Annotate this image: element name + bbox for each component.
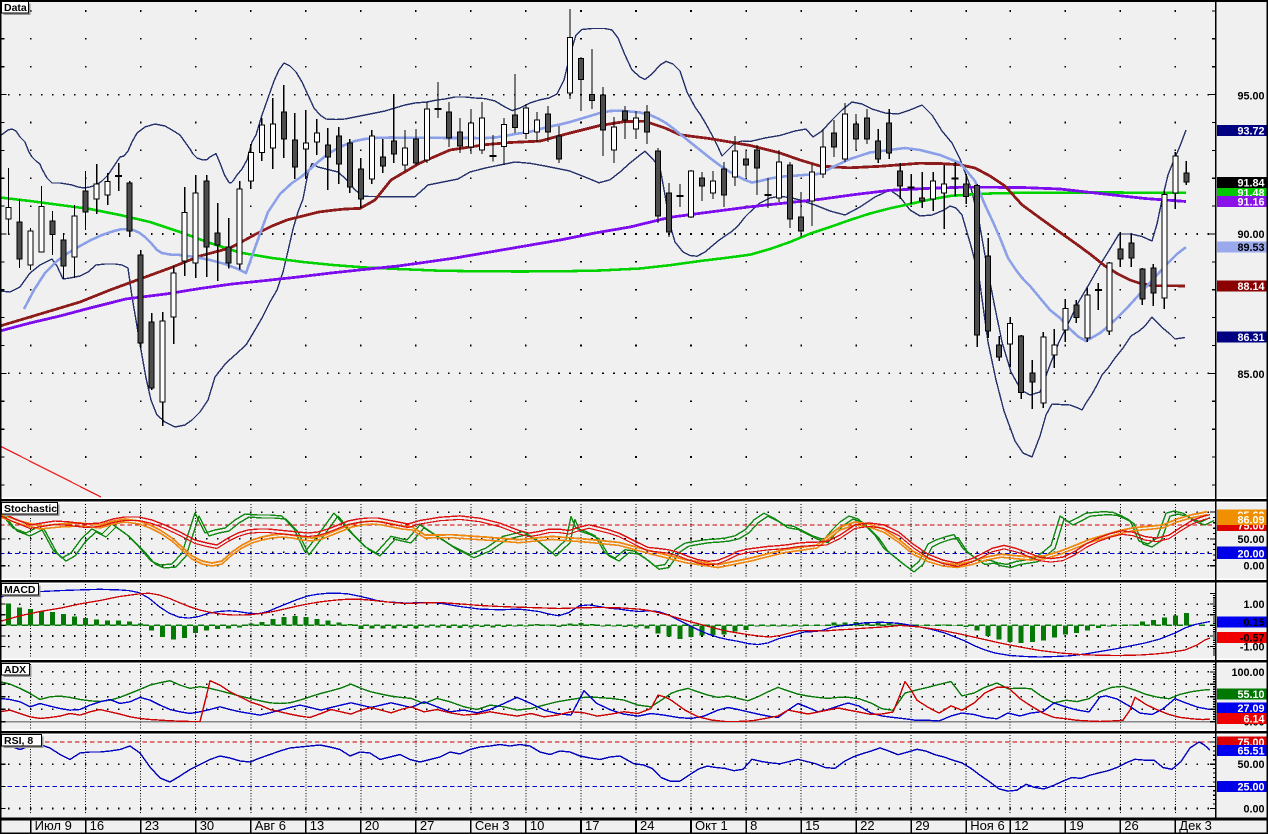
svg-text:RSI, 8: RSI, 8 [4, 735, 33, 747]
svg-text:-1.00: -1.00 [1240, 642, 1265, 654]
svg-text:Stochastic: Stochastic [4, 503, 57, 515]
svg-text:13: 13 [310, 818, 324, 833]
svg-text:17: 17 [585, 818, 599, 833]
svg-text:12: 12 [1014, 818, 1028, 833]
svg-text:ADX: ADX [4, 664, 26, 676]
svg-text:30: 30 [200, 818, 214, 833]
svg-text:50.00: 50.00 [1237, 534, 1264, 546]
svg-text:Ноя 6: Ноя 6 [970, 818, 1005, 833]
svg-text:1.00: 1.00 [1243, 599, 1264, 611]
svg-text:24: 24 [640, 818, 654, 833]
svg-text:91.84: 91.84 [1237, 178, 1264, 190]
svg-text:27: 27 [420, 818, 434, 833]
svg-text:86.09: 86.09 [1237, 515, 1264, 527]
svg-text:0.00: 0.00 [1243, 561, 1264, 573]
svg-text:27.09: 27.09 [1237, 703, 1264, 715]
svg-text:0.00: 0.00 [1243, 804, 1264, 816]
svg-text:29: 29 [915, 818, 929, 833]
svg-text:0.15: 0.15 [1243, 617, 1264, 629]
svg-text:23: 23 [145, 818, 159, 833]
svg-text:85.00: 85.00 [1237, 369, 1264, 381]
svg-text:19: 19 [1069, 818, 1083, 833]
svg-text:Июл 9: Июл 9 [35, 818, 72, 833]
svg-text:MACD: MACD [4, 584, 36, 596]
svg-text:20: 20 [365, 818, 379, 833]
svg-text:86.31: 86.31 [1237, 332, 1264, 344]
svg-text:100.00: 100.00 [1231, 667, 1264, 679]
svg-text:90.00: 90.00 [1237, 229, 1264, 241]
svg-text:65.51: 65.51 [1237, 746, 1264, 758]
svg-text:91.16: 91.16 [1237, 197, 1264, 209]
svg-text:16: 16 [90, 818, 104, 833]
svg-text:88.14: 88.14 [1237, 281, 1264, 293]
svg-text:Сен 3: Сен 3 [475, 818, 510, 833]
svg-text:15: 15 [805, 818, 819, 833]
svg-text:8: 8 [750, 818, 757, 833]
svg-text:50.00: 50.00 [1237, 759, 1264, 771]
svg-text:Окт 1: Окт 1 [695, 818, 728, 833]
svg-text:10: 10 [530, 818, 544, 833]
svg-text:Дек 3: Дек 3 [1179, 818, 1212, 833]
svg-text:-0.57: -0.57 [1240, 633, 1265, 645]
svg-text:6.14: 6.14 [1243, 714, 1264, 726]
svg-text:20.00: 20.00 [1237, 548, 1264, 560]
svg-text:55.10: 55.10 [1237, 689, 1264, 701]
svg-text:93.72: 93.72 [1237, 125, 1264, 137]
svg-text:Data: Data [4, 2, 27, 14]
svg-text:22: 22 [860, 818, 874, 833]
svg-text:26: 26 [1124, 818, 1138, 833]
svg-text:89.53: 89.53 [1237, 242, 1264, 254]
svg-text:Авг 6: Авг 6 [255, 818, 286, 833]
svg-text:95.00: 95.00 [1237, 90, 1264, 102]
svg-text:25.00: 25.00 [1237, 781, 1264, 793]
